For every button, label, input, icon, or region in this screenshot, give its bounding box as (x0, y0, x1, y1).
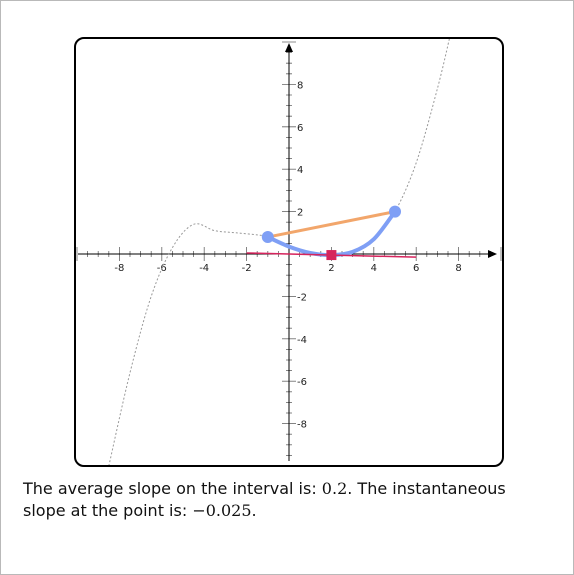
caption-mid: . The instantaneous slope at the point i… (23, 479, 506, 520)
x-tick-label: 2 (328, 263, 334, 274)
y-tick-label: 4 (297, 165, 303, 176)
x-tick-label: 4 (371, 263, 377, 274)
x-axis-arrow-icon (488, 250, 497, 258)
y-tick-label: -6 (297, 377, 307, 388)
y-tick-label: -2 (297, 292, 307, 303)
instantaneous-slope-value: −0.025 (192, 501, 252, 520)
y-tick-label: -4 (297, 335, 307, 346)
caption-avg-prefix: The average slope on the interval is: (23, 479, 322, 498)
secant-line (266, 210, 397, 239)
y-axis-arrow-icon (285, 43, 293, 52)
graph-panel: -8 -6 -4 -2 2 4 6 8 8 6 4 2 -2 -4 -6 -8 (74, 37, 504, 467)
x-tick-label: -8 (114, 263, 124, 274)
tangent-point-handle[interactable] (326, 250, 337, 261)
y-tick-label: 8 (297, 80, 303, 91)
average-slope-value: 0.2 (321, 479, 348, 498)
function-curve (108, 39, 450, 465)
caption-end: . (251, 501, 257, 520)
x-tick-label: 8 (455, 263, 461, 274)
interval-start-handle[interactable] (261, 231, 274, 244)
slope-caption: The average slope on the interval is: 0.… (23, 478, 553, 522)
interval-end-handle[interactable] (389, 205, 401, 218)
x-tick-label: 6 (413, 263, 419, 274)
x-tick-label: -4 (199, 263, 209, 274)
x-tick-label: -2 (242, 263, 252, 274)
y-tick-label: 2 (297, 208, 303, 219)
y-tick-label: 6 (297, 123, 303, 134)
y-tick-label: -8 (297, 420, 307, 431)
